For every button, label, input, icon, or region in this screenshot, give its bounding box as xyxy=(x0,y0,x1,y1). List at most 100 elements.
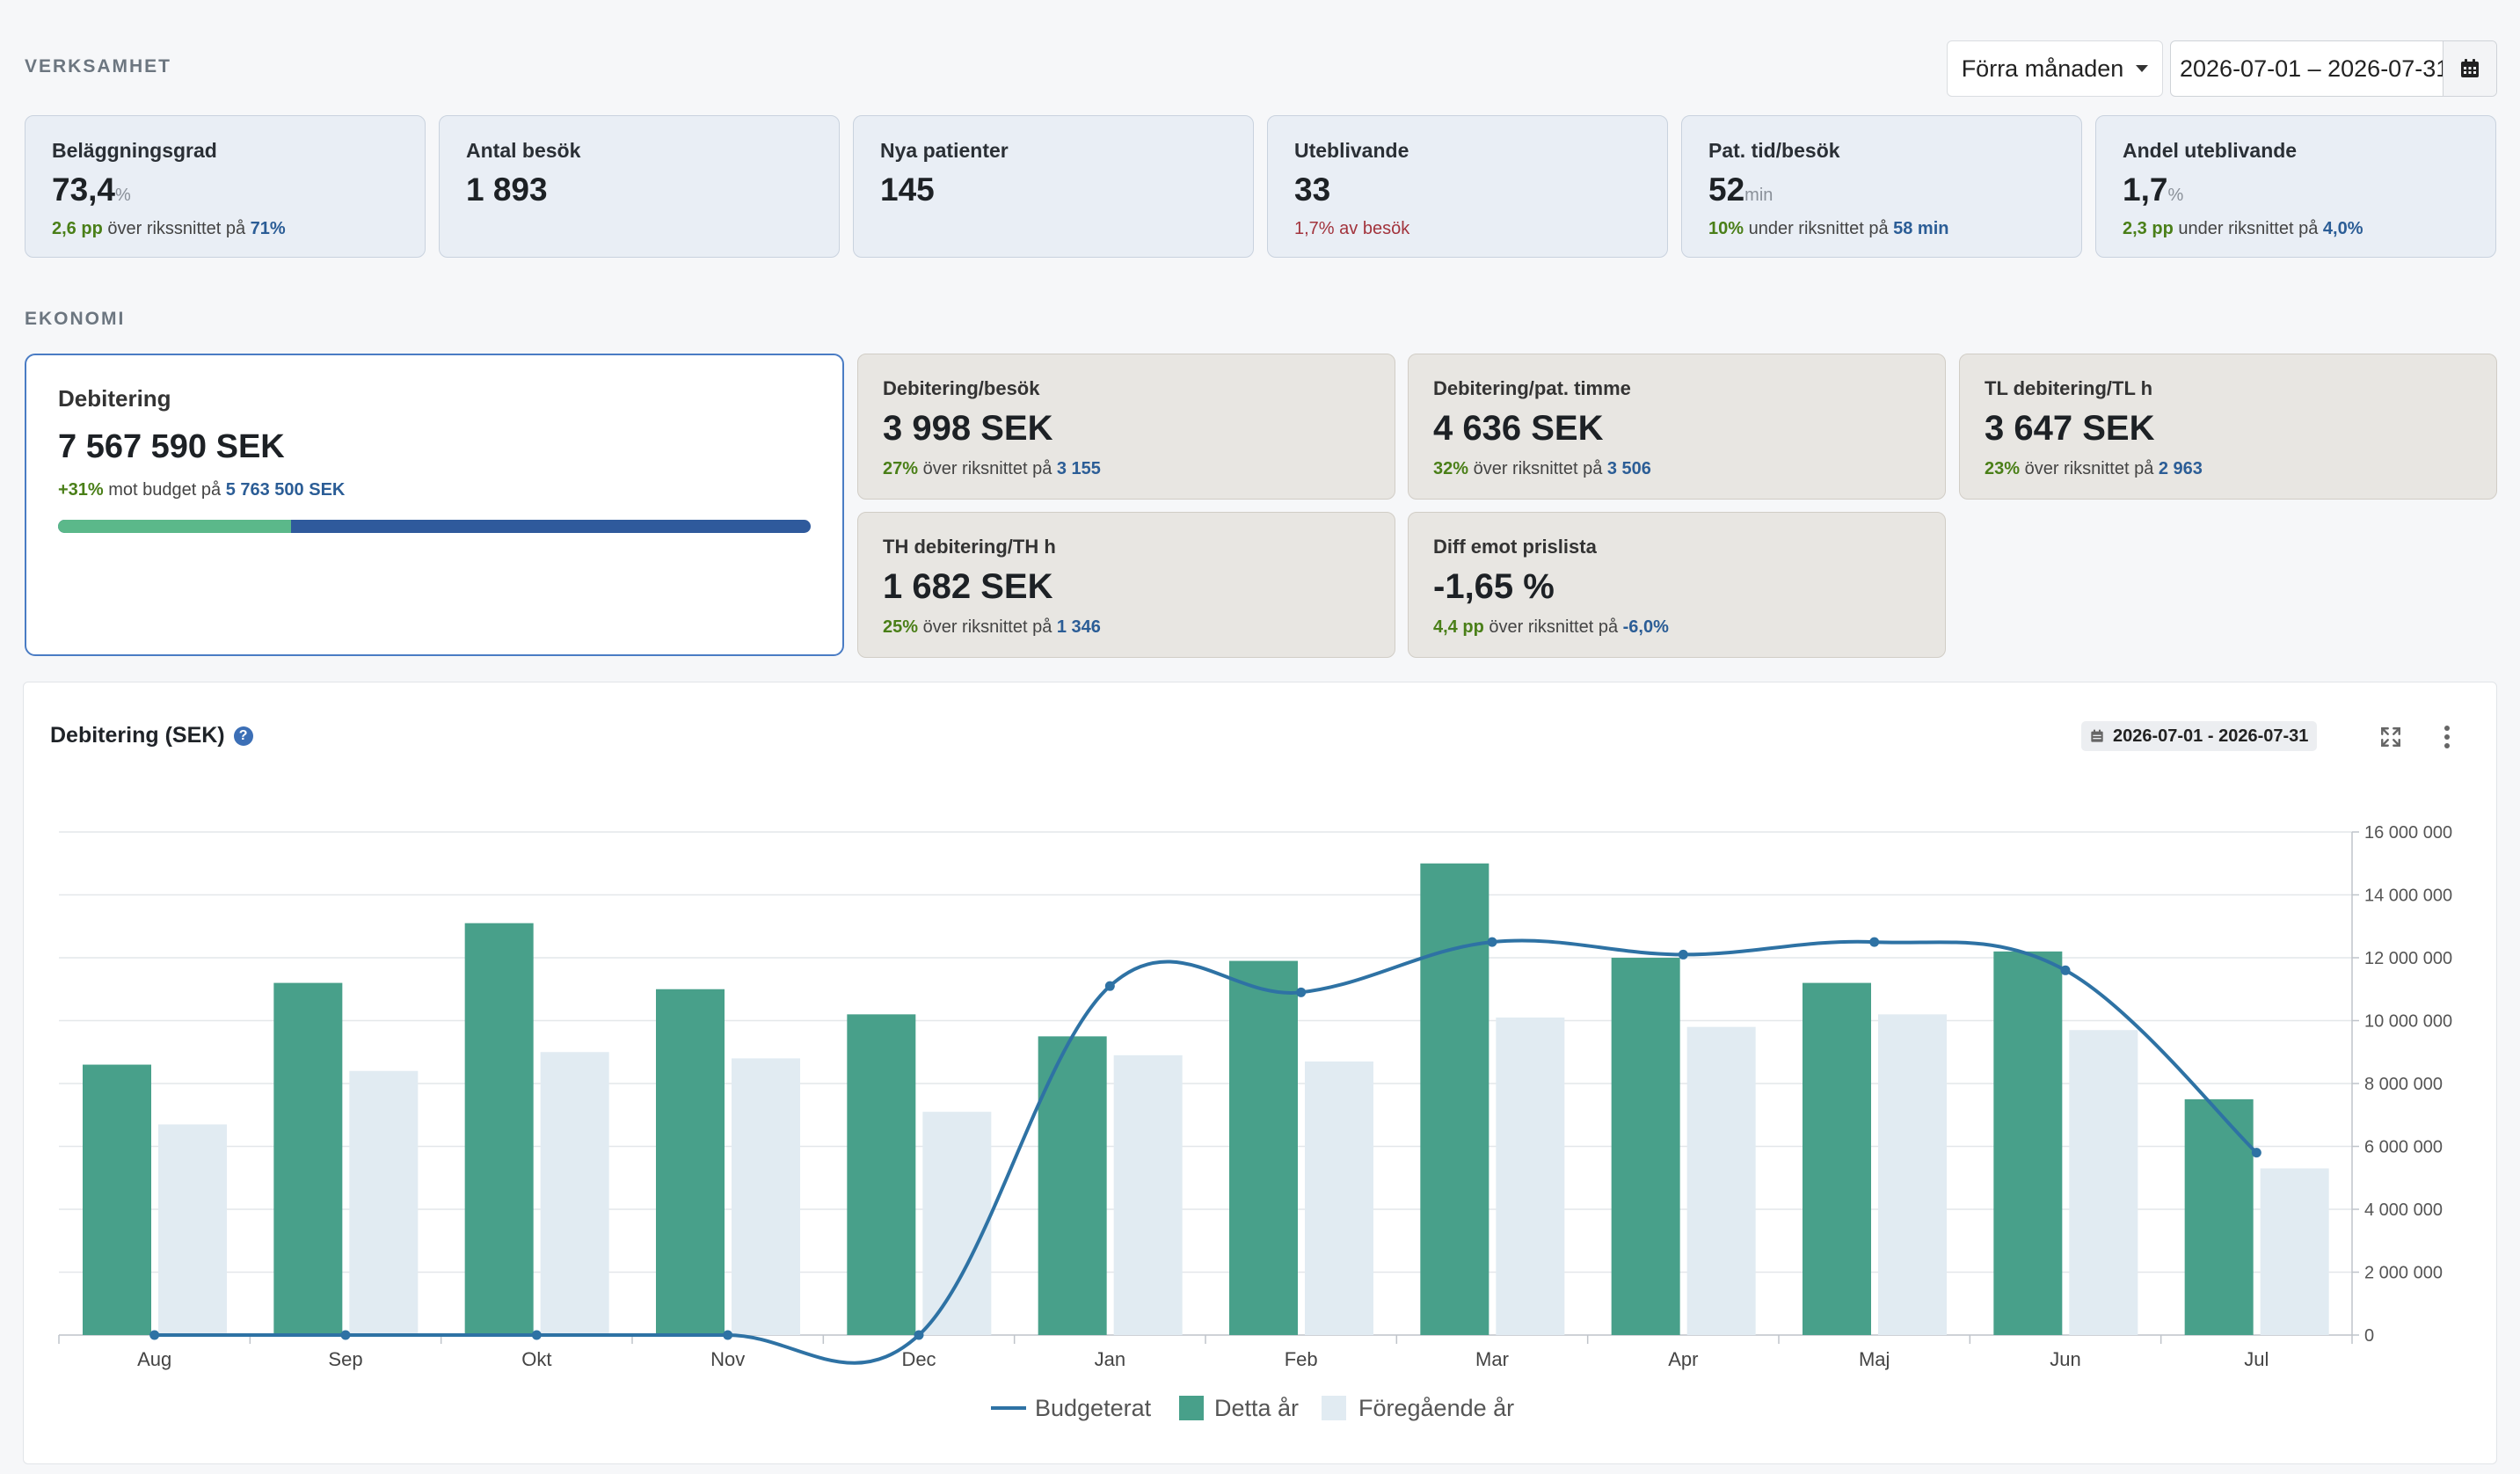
economy-card[interactable]: TH debitering/TH h 1 682 SEK 25% över riks… xyxy=(857,512,1395,658)
bar-previous-year xyxy=(1305,1061,1373,1335)
budget-diff: +31% xyxy=(58,480,104,500)
legend-budget-label: Budgeterat xyxy=(1035,1395,1152,1421)
debitering-chart: 0 2 000 000 4 000 000 6 000 000 8 000 000 10 … xyxy=(58,823,2452,1421)
expand-icon xyxy=(2381,727,2400,747)
budget-point xyxy=(1104,981,1115,991)
kpi-label: Pat. tid/besök xyxy=(1708,139,1840,162)
economy-card[interactable]: Debitering/besök 3 998 SEK 27% över riksni… xyxy=(857,354,1395,500)
economy-card-value: 3 647 SEK xyxy=(1985,409,2155,448)
expand-button[interactable] xyxy=(2375,721,2407,753)
economy-card-comparison: 4,4 pp över riksnittet på -6,0% xyxy=(1433,617,1920,638)
budget-point xyxy=(2060,965,2071,975)
economy-card-reference: 3 506 xyxy=(1606,459,1651,478)
budget-value: 5 763 500 SEK xyxy=(225,480,346,500)
kpi-card[interactable]: Antal besök 1 893 xyxy=(439,115,840,258)
y-tick-label: 2 000 000 xyxy=(2364,1264,2443,1283)
kpi-value: 33 xyxy=(1294,171,1641,208)
economy-card-value: 4 636 SEK xyxy=(1433,409,1604,448)
date-range-value[interactable]: 2026-07-01 – 2026-07-31 xyxy=(2180,55,2443,82)
y-tick-label: 14 000 000 xyxy=(2364,887,2452,906)
x-tick-label: Sep xyxy=(328,1348,362,1370)
x-tick-label: Jan xyxy=(1095,1348,1125,1370)
legend-this-year-label: Detta år xyxy=(1214,1395,1299,1421)
bar-previous-year xyxy=(732,1058,800,1335)
help-icon[interactable]: ? xyxy=(233,726,253,746)
economy-card-text: över riksnittet på xyxy=(1468,459,1607,478)
debitering-card[interactable]: Debitering 7 567 590 SEK +31% mot budget… xyxy=(25,354,844,656)
kpi-comparison: 10% under riksnittet på 58 min xyxy=(1708,219,2055,239)
x-tick-label: Jul xyxy=(2244,1348,2269,1370)
kpi-card[interactable]: Nya patienter 145 xyxy=(853,115,1254,258)
budget-point xyxy=(914,1330,924,1340)
bar-previous-year xyxy=(1686,1026,1756,1335)
bar-this-year xyxy=(1803,982,1871,1335)
x-tick-label: Maj xyxy=(1859,1348,1890,1370)
kpi-highlight: 10% xyxy=(1708,219,1744,238)
legend-this-year-swatch xyxy=(1179,1396,1204,1420)
bar-previous-year xyxy=(349,1070,419,1335)
economy-card-value: -1,65 % xyxy=(1433,567,1555,606)
economy-card-comparison: 32% över riksnittet på 3 506 xyxy=(1433,459,1920,479)
chart-panel: Debitering (SEK) ? 2026-07-01 - 2026-07-… xyxy=(23,682,2497,1464)
kpi-number: 1 893 xyxy=(466,171,548,208)
economy-card-highlight: 23% xyxy=(1985,459,2021,478)
kpi-value: 1 893 xyxy=(466,171,812,208)
budget-point xyxy=(1678,949,1688,960)
kpi-number: 1,7 xyxy=(2123,171,2168,208)
date-range-input[interactable]: 2026-07-01 – 2026-07-31 xyxy=(2170,40,2497,97)
section-title-ekonomi: EKONOMI xyxy=(25,309,126,329)
kpi-card[interactable]: Andel uteblivande 1,7% 2,3 pp under riksni… xyxy=(2095,115,2496,258)
economy-card[interactable]: TL debitering/TL h 3 647 SEK 23% över riks… xyxy=(1959,354,2497,500)
kpi-label: Nya patienter xyxy=(880,139,1009,162)
kpi-value: 145 xyxy=(880,171,1227,208)
kpi-reference: 4,0% xyxy=(2322,219,2363,238)
kpi-card[interactable]: Pat. tid/besök 52min 10% under riksnittet … xyxy=(1681,115,2082,258)
budget-point xyxy=(340,1330,351,1340)
calendar-icon xyxy=(2091,729,2103,742)
kpi-number: 33 xyxy=(1294,171,1331,208)
y-tick-label: 8 000 000 xyxy=(2364,1075,2443,1094)
economy-card-label: Debitering/pat. timme xyxy=(1433,377,1631,399)
y-tick-label: 6 000 000 xyxy=(2364,1138,2443,1157)
budget-point xyxy=(2251,1148,2261,1158)
economy-card-value: 3 998 SEK xyxy=(883,409,1053,448)
x-tick-label: Mar xyxy=(1475,1348,1509,1370)
period-select[interactable]: Förra månaden xyxy=(1947,40,2163,97)
bar-this-year xyxy=(847,1014,916,1335)
period-select-label: Förra månaden xyxy=(1961,55,2124,82)
kpi-label: Antal besök xyxy=(466,139,581,162)
legend-previous-year-label: Föregående år xyxy=(1358,1395,1514,1421)
economy-card-label: TH debitering/TH h xyxy=(883,536,1056,558)
chevron-down-icon xyxy=(2136,65,2149,72)
economy-card-highlight: 25% xyxy=(883,617,919,637)
chart-date-badge[interactable]: 2026-07-01 - 2026-07-31 xyxy=(2081,721,2318,751)
bar-this-year xyxy=(1611,958,1680,1335)
economy-card-text: över riksnittet på xyxy=(2020,459,2159,478)
debitering-budget-comparison: +31% mot budget på 5 763 500 SEK xyxy=(58,480,811,500)
bar-previous-year xyxy=(1113,1054,1183,1335)
economy-card-comparison: 25% över riksnittet på 1 346 xyxy=(883,617,1370,638)
budget-point xyxy=(531,1330,542,1340)
kpi-unit: % xyxy=(2167,186,2184,205)
economy-card-text: över riksnittet på xyxy=(918,459,1057,478)
kpi-card[interactable]: Beläggningsgrad 73,4% 2,6 pp över rikssnit… xyxy=(25,115,426,258)
bar-previous-year xyxy=(1496,1017,1565,1335)
economy-card[interactable]: Debitering/pat. timme 4 636 SEK 32% över r… xyxy=(1408,354,1946,500)
economy-card-label: TL debitering/TL h xyxy=(1985,377,2153,399)
x-tick-label: Okt xyxy=(521,1348,551,1370)
x-tick-label: Dec xyxy=(901,1348,936,1370)
more-button[interactable] xyxy=(2431,721,2463,753)
legend-previous-year-swatch xyxy=(1322,1396,1346,1420)
budget-progress-fill xyxy=(58,520,292,533)
bar-this-year xyxy=(1420,863,1489,1335)
economy-card-reference: 1 346 xyxy=(1056,617,1101,637)
kpi-card[interactable]: Uteblivande 33 1,7% av besök xyxy=(1267,115,1668,258)
economy-card-text: över riksnittet på xyxy=(1483,617,1623,637)
budget-point xyxy=(1487,937,1497,947)
kpi-value: 1,7% xyxy=(2123,171,2469,208)
calendar-button[interactable] xyxy=(2443,41,2496,96)
economy-card[interactable]: Diff emot prislista -1,65 % 4,4 pp över ri… xyxy=(1408,512,1946,658)
kpi-comparison-text: under riksnittet på xyxy=(1744,219,1894,238)
economy-card-comparison: 27% över riksnittet på 3 155 xyxy=(883,459,1370,479)
budget-point xyxy=(1296,987,1307,997)
